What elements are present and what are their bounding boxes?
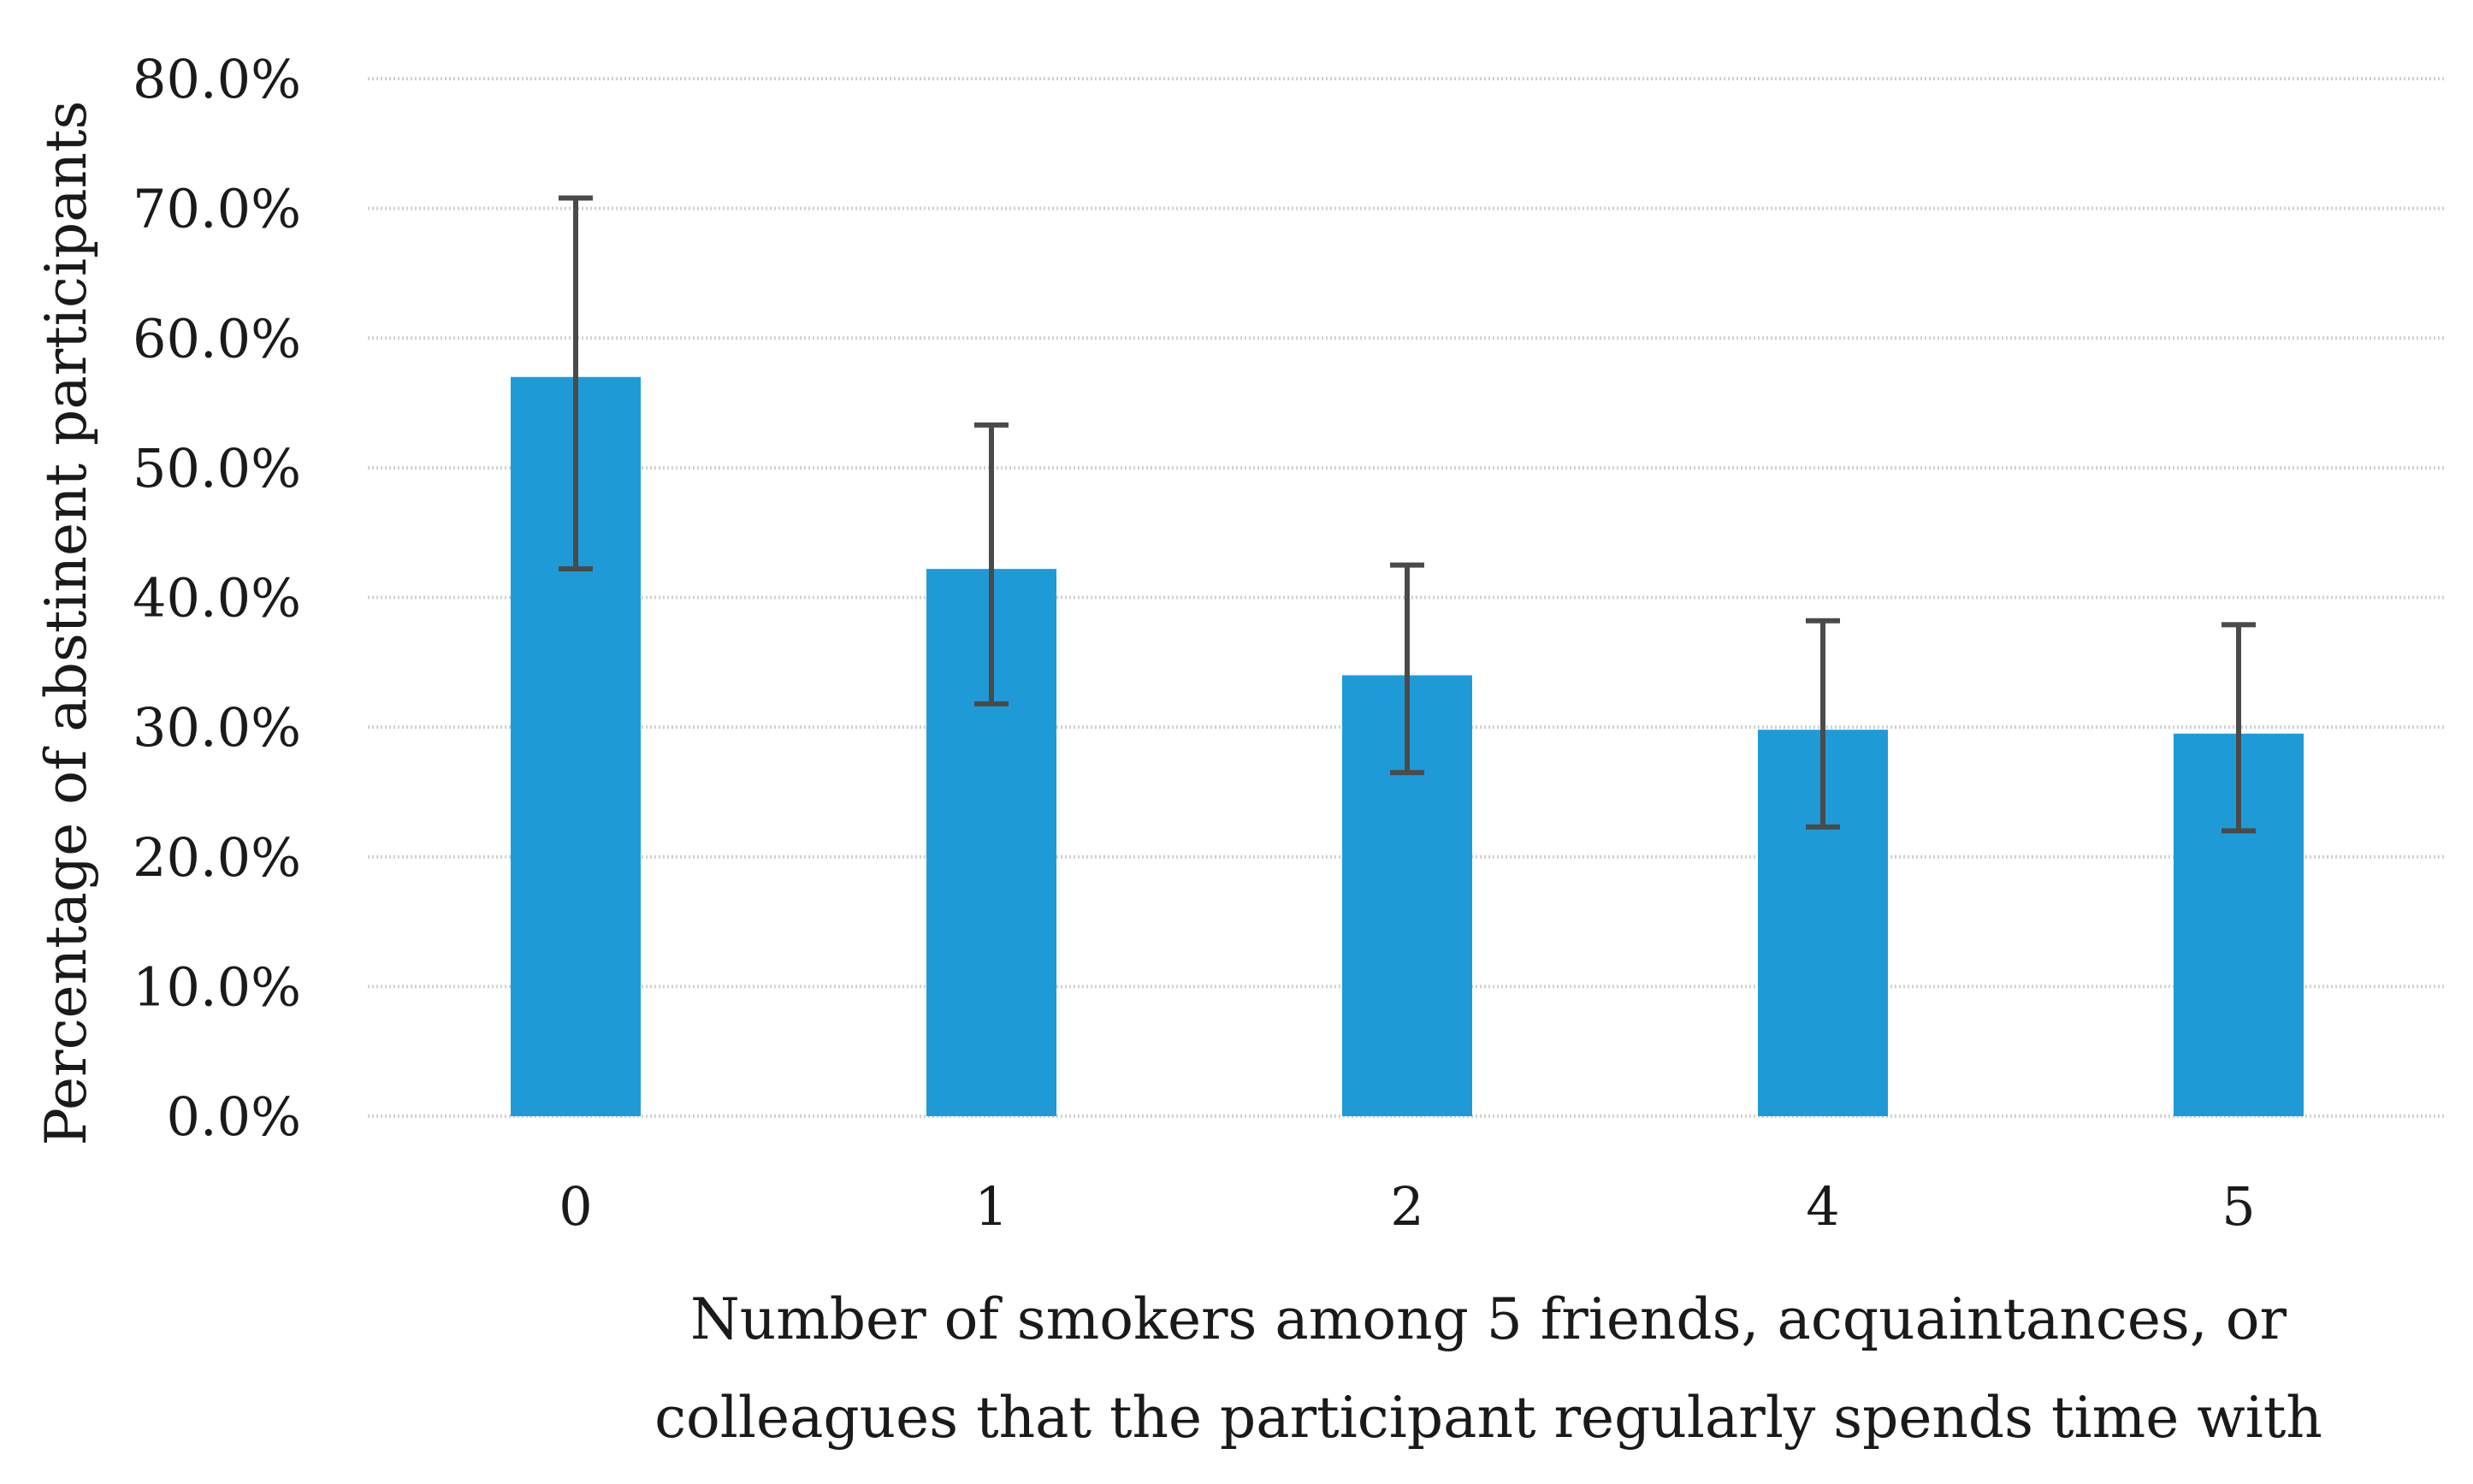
x-tick-labels: 0 1 2 4 5: [559, 1175, 2255, 1238]
error-bar-0: [559, 195, 593, 572]
y-tick-label: 50.0%: [133, 437, 301, 500]
error-bar-1: [974, 422, 1009, 707]
y-tick-label: 30.0%: [133, 696, 301, 759]
error-bar-2: [1390, 562, 1424, 776]
y-tick-label: 70.0%: [133, 178, 301, 240]
x-tick-label: 1: [974, 1175, 1008, 1238]
y-tick-labels: 0.0% 10.0% 20.0% 30.0% 40.0% 50.0% 60.0% 70.0% 8…: [133, 48, 301, 1148]
error-bar-4: [1806, 618, 1840, 830]
error-bar-5: [2222, 622, 2256, 834]
x-tick-label: 5: [2222, 1175, 2255, 1238]
x-axis-title-line-2: colleagues that the participant regularl…: [654, 1385, 2322, 1451]
y-tick-label: 40.0%: [133, 567, 301, 630]
x-tick-label: 0: [559, 1175, 592, 1238]
y-axis-title: Percentage of abstinent participants: [33, 101, 99, 1146]
y-tick-label: 0.0%: [166, 1085, 301, 1148]
x-axis-title-line-1: Number of smokers among 5 friends, acqua…: [690, 1286, 2287, 1352]
x-tick-label: 4: [1806, 1175, 1839, 1238]
y-tick-label: 10.0%: [133, 955, 301, 1018]
y-tick-label: 60.0%: [133, 307, 301, 370]
error-bars: [559, 195, 2256, 834]
x-tick-label: 2: [1390, 1175, 1423, 1238]
y-tick-label: 80.0%: [133, 48, 301, 110]
y-tick-label: 20.0%: [133, 826, 301, 889]
